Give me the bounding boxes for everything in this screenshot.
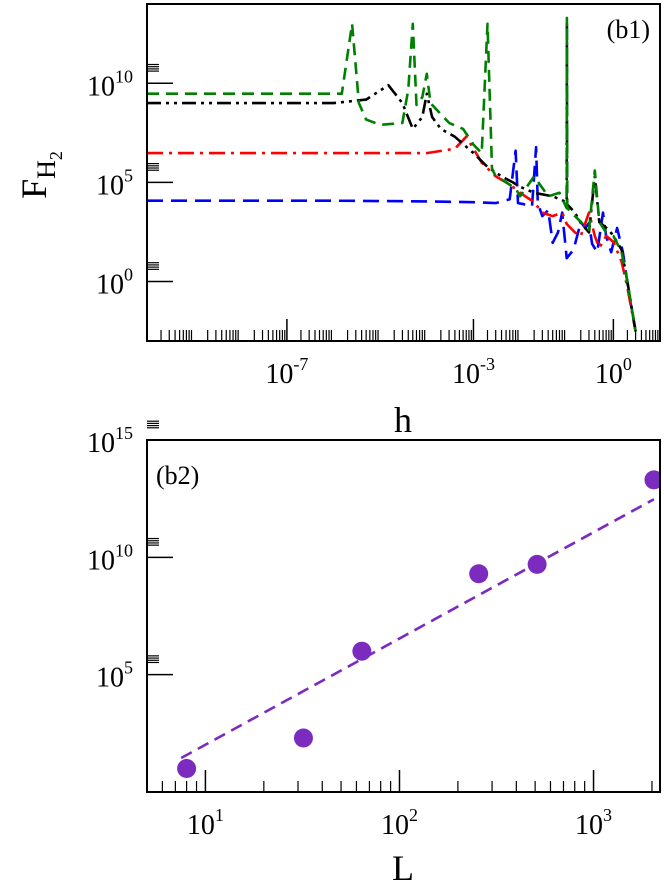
b1-y-tick-label-2: 1010 bbox=[87, 66, 133, 102]
b2-y-tick-base-0: 10 bbox=[96, 663, 124, 694]
b1-x-tick-base-1: 10 bbox=[452, 359, 480, 390]
b1-series-group bbox=[147, 16, 637, 332]
b1-x-tick-exp-0: -7 bbox=[293, 354, 308, 374]
b2-y-tick-base-2: 10 bbox=[87, 428, 115, 459]
b1-x-tick-base-2: 10 bbox=[595, 359, 623, 390]
b1-x-tick-base-0: 10 bbox=[265, 359, 293, 390]
b1-x-tick-label-1: 10-3 bbox=[452, 354, 495, 390]
b1-x-tick-exp-1: -3 bbox=[480, 354, 495, 374]
b1-ylabel-sub: H bbox=[32, 160, 61, 179]
b1-y-tick-base-1: 10 bbox=[96, 170, 124, 201]
svg-text:FH2: FH2 bbox=[14, 151, 66, 199]
b2-x-tick-label-0: 101 bbox=[187, 805, 224, 841]
b2-y-tick-exp-0: 5 bbox=[124, 658, 133, 678]
b1-series-line-0 bbox=[147, 145, 637, 332]
b1-x-axis-title: h bbox=[394, 400, 412, 440]
b2-y-tick-exp-1: 10 bbox=[115, 540, 133, 560]
b2-x-tick-exp-2: 3 bbox=[603, 805, 612, 825]
b1-y-axis-title: FH2 bbox=[14, 151, 66, 199]
b2-x-tick-exp-0: 1 bbox=[215, 805, 224, 825]
b1-ylabel-subsub: 2 bbox=[46, 151, 66, 160]
b1-x-tick-label-2: 100 bbox=[595, 354, 632, 390]
b1-plot-frame bbox=[146, 3, 661, 342]
b2-plot-frame bbox=[146, 439, 661, 793]
b1-y-tick-label-1: 105 bbox=[96, 165, 133, 201]
b1-x-tick-label-0: 10-7 bbox=[265, 354, 308, 390]
b2-x-tick-exp-1: 2 bbox=[409, 805, 418, 825]
b2-y-tick-label-0: 105 bbox=[96, 658, 133, 694]
b1-y-tick-label-0: 100 bbox=[96, 265, 133, 301]
b2-x-tick-base-0: 10 bbox=[187, 810, 215, 841]
b2-fit-line bbox=[180, 498, 655, 760]
b1-series-line-3 bbox=[147, 16, 637, 332]
b2-data-point-4 bbox=[527, 554, 547, 574]
b1-y-tick-exp-2: 10 bbox=[115, 66, 133, 86]
b2-data-point-3 bbox=[469, 564, 489, 584]
b2-data-point-2 bbox=[352, 641, 372, 661]
b2-panel-label: (b2) bbox=[156, 461, 199, 490]
b2-y-tick-label-1: 1010 bbox=[87, 540, 133, 576]
b1-ylabel-main: F bbox=[14, 179, 54, 199]
b2-y-tick-label-2: 1015 bbox=[87, 423, 133, 459]
b1-y-tick-base-2: 10 bbox=[87, 71, 115, 102]
b2-x-tick-base-1: 10 bbox=[381, 810, 409, 841]
b2-data-point-5 bbox=[644, 470, 660, 490]
b2-x-tick-label-1: 102 bbox=[381, 805, 418, 841]
b1-y-tick-exp-0: 0 bbox=[124, 265, 133, 285]
b1-y-tick-base-0: 10 bbox=[96, 270, 124, 301]
b2-series-group bbox=[177, 470, 660, 779]
b2-data-point-1 bbox=[293, 728, 313, 748]
b2-data-point-0 bbox=[177, 759, 197, 779]
b1-series-line-1 bbox=[147, 135, 637, 332]
b1-y-tick-exp-1: 5 bbox=[124, 165, 133, 185]
b1-panel-label: (b1) bbox=[607, 15, 650, 44]
b2-x-tick-label-2: 103 bbox=[575, 805, 612, 841]
b2-y-tick-exp-2: 15 bbox=[115, 423, 133, 443]
b1-series-line-2 bbox=[147, 22, 637, 332]
b2-x-tick-base-2: 10 bbox=[575, 810, 603, 841]
b2-x-axis-title: L bbox=[392, 848, 414, 888]
b1-x-tick-exp-2: 0 bbox=[623, 354, 632, 374]
b2-y-tick-base-1: 10 bbox=[87, 545, 115, 576]
